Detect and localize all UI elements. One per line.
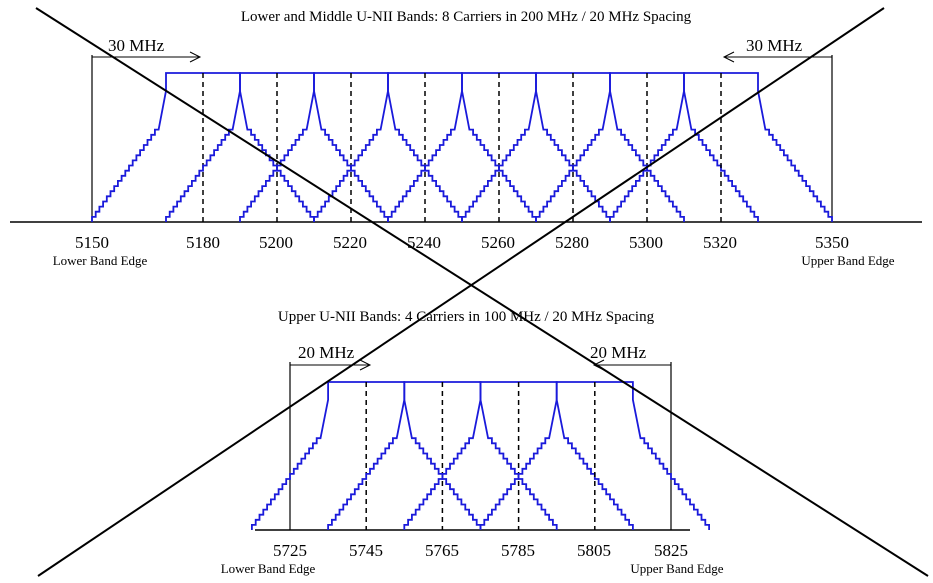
bottom-carrier-group xyxy=(251,381,710,530)
top-tick-label: 5350 xyxy=(815,233,849,252)
bottom-tick-label: 5825 xyxy=(654,541,688,560)
bottom-tick-label: 5745 xyxy=(349,541,383,560)
bottom-right-span-label: 20 MHz xyxy=(590,343,647,362)
bottom-left-span-label: 20 MHz xyxy=(298,343,355,362)
bottom-panel-title: Upper U-NII Bands: 4 Carriers in 100 MHz… xyxy=(278,309,655,325)
cross-out-line-down xyxy=(35,7,929,577)
bottom-panel: Upper U-NII Bands: 4 Carriers in 100 MHz… xyxy=(221,309,724,576)
bottom-tick-label: 5805 xyxy=(577,541,611,560)
top-tick-label: 5150 xyxy=(75,233,109,252)
bottom-left-span-arrowhead xyxy=(359,359,372,371)
bottom-tick-label: 5765 xyxy=(425,541,459,560)
top-tick-label: 5240 xyxy=(407,233,441,252)
top-tick-label: 5200 xyxy=(259,233,293,252)
cross-out-line-up xyxy=(37,7,885,577)
bottom-upper-band-edge-label: Upper Band Edge xyxy=(630,561,723,576)
top-right-span-arrowhead xyxy=(722,51,735,63)
top-tick-label: 5320 xyxy=(703,233,737,252)
top-panel-title: Lower and Middle U-NII Bands: 8 Carriers… xyxy=(241,9,692,25)
bottom-lower-band-edge-label: Lower Band Edge xyxy=(221,561,316,576)
top-tick-label: 5280 xyxy=(555,233,589,252)
top-lower-band-edge-label: Lower Band Edge xyxy=(53,253,148,268)
cross-out-mark xyxy=(35,7,929,577)
top-tick-label: 5260 xyxy=(481,233,515,252)
top-panel: Lower and Middle U-NII Bands: 8 Carriers… xyxy=(10,9,922,268)
bottom-tick-label: 5785 xyxy=(501,541,535,560)
top-tick-label: 5300 xyxy=(629,233,663,252)
top-tick-label: 5220 xyxy=(333,233,367,252)
top-upper-band-edge-label: Upper Band Edge xyxy=(801,253,894,268)
top-left-span-label: 30 MHz xyxy=(108,36,165,55)
top-carrier-group xyxy=(91,72,833,222)
top-tick-label: 5180 xyxy=(186,233,220,252)
top-right-span-label: 30 MHz xyxy=(746,36,803,55)
top-left-span-arrowhead xyxy=(189,51,202,63)
bottom-tick-label: 5725 xyxy=(273,541,307,560)
